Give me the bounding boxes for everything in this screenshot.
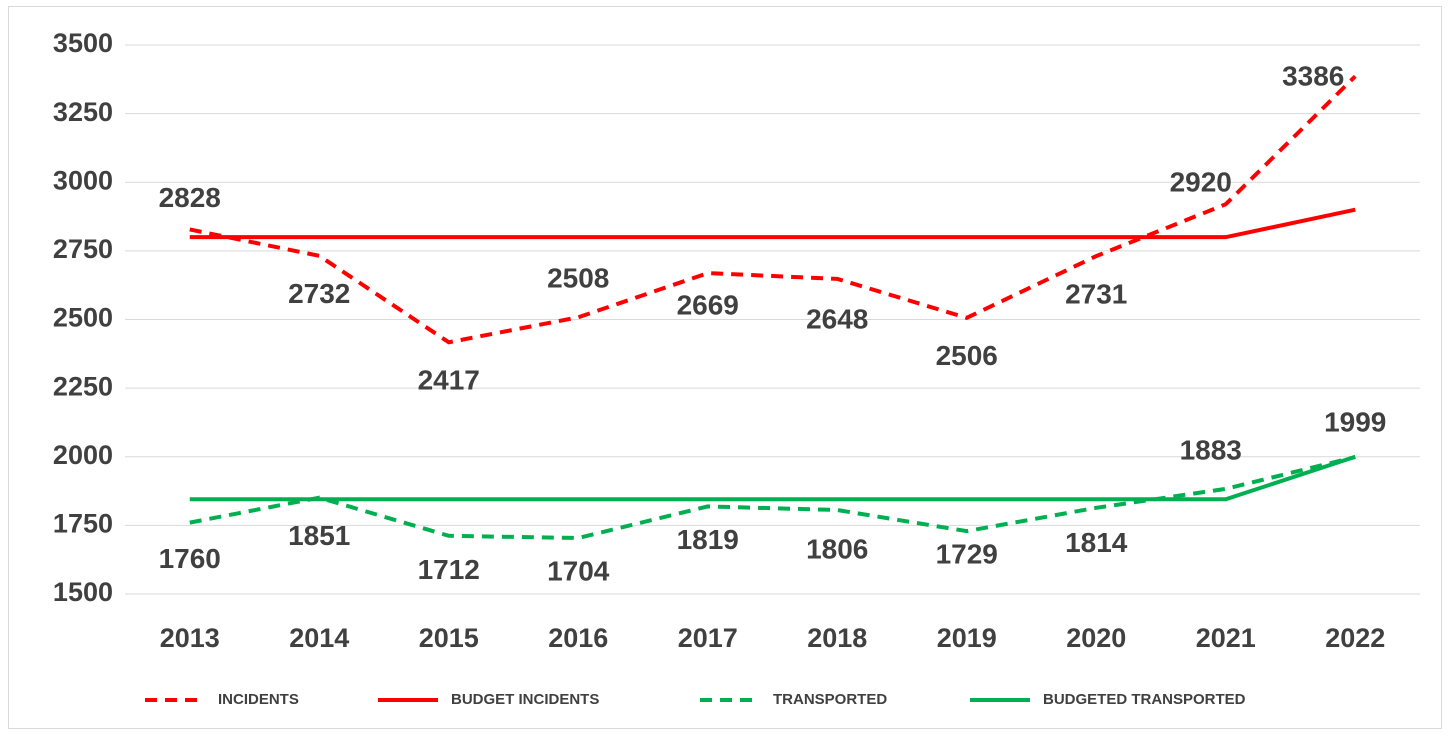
series-line — [189, 454, 1356, 502]
data-label: 1712 — [418, 554, 480, 585]
data-label: 2920 — [1170, 167, 1232, 198]
x-tick-label: 2015 — [419, 623, 479, 653]
legend-label: TRANSPORTED — [773, 691, 887, 708]
data-label: 1729 — [936, 539, 998, 570]
x-tick-label: 2021 — [1196, 623, 1256, 653]
data-label: 2648 — [806, 303, 868, 334]
x-tick-label: 2017 — [678, 623, 738, 653]
y-tick-label: 1500 — [53, 577, 113, 607]
data-label: 2669 — [677, 290, 739, 321]
data-label: 2417 — [418, 365, 480, 396]
chart-frame — [8, 6, 1442, 729]
y-tick-label: 3250 — [53, 97, 113, 127]
data-label: 1760 — [159, 543, 221, 574]
data-label: 1806 — [806, 533, 868, 564]
data-label: 1851 — [288, 520, 350, 551]
data-label: 1999 — [1324, 406, 1386, 437]
x-tick-label: 2013 — [160, 623, 220, 653]
x-tick-label: 2016 — [548, 623, 608, 653]
y-tick-label: 3000 — [53, 165, 113, 195]
legend-label: INCIDENTS — [218, 691, 299, 708]
data-label: 1704 — [547, 555, 610, 586]
y-tick-label: 2750 — [53, 234, 113, 264]
x-tick-label: 2018 — [807, 623, 867, 653]
data-label: 2828 — [159, 182, 221, 213]
x-tick-label: 2014 — [289, 623, 349, 653]
series-line — [189, 74, 1357, 345]
y-tick-label: 2250 — [53, 371, 113, 401]
x-tick-label: 2022 — [1325, 623, 1385, 653]
series-line — [189, 207, 1356, 240]
x-tick-label: 2020 — [1066, 623, 1126, 653]
data-label: 2506 — [936, 340, 998, 371]
y-tick-label: 2000 — [53, 440, 113, 470]
data-label: 1819 — [677, 524, 739, 555]
data-label: 1814 — [1065, 527, 1128, 558]
data-label: 1883 — [1180, 434, 1242, 465]
data-label: 3386 — [1282, 61, 1344, 92]
legend-label: BUDGETED TRANSPORTED — [1043, 691, 1246, 708]
data-label: 2732 — [288, 278, 350, 309]
data-label: 2731 — [1065, 278, 1127, 309]
y-tick-label: 3500 — [53, 28, 113, 58]
legend-label: BUDGET INCIDENTS — [451, 691, 599, 708]
data-label: 2508 — [547, 263, 609, 294]
y-tick-label: 2500 — [53, 303, 113, 333]
x-tick-label: 2019 — [937, 623, 997, 653]
y-tick-label: 1750 — [53, 509, 113, 539]
